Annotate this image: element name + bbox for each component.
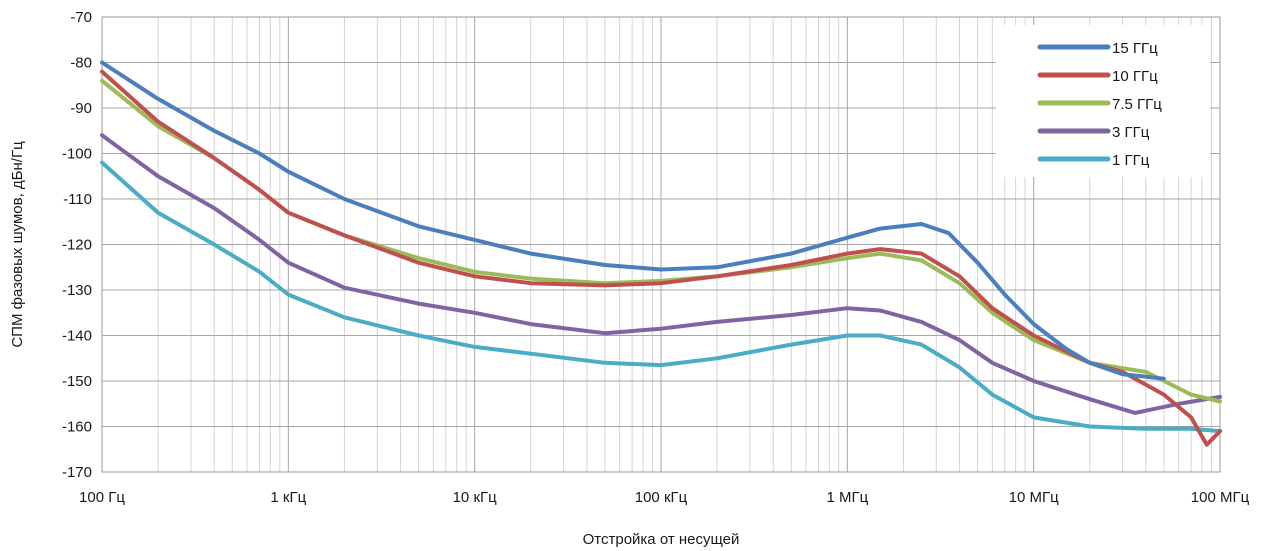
legend-label: 7.5 ГГц	[1112, 96, 1162, 113]
y-tick-label: -130	[62, 282, 92, 299]
x-tick-label: 10 кГц	[453, 489, 498, 506]
x-tick-label: 1 кГц	[270, 489, 306, 506]
x-tick-label: 100 МГц	[1191, 489, 1250, 506]
series-line	[100, 69, 1222, 447]
plot-frame	[101, 16, 1221, 473]
y-tick-label: -100	[62, 146, 92, 163]
x-tick-label: 100 Гц	[79, 489, 125, 506]
y-tick-label: -80	[70, 55, 92, 72]
x-tick-label: 10 МГц	[1009, 489, 1059, 506]
legend-label: 1 ГГц	[1112, 152, 1150, 169]
x-tick-label: 100 кГц	[635, 489, 688, 506]
x-axis-label: Отстройка от несущей	[583, 531, 740, 548]
y-tick-label: -150	[62, 373, 92, 390]
legend-label: 10 ГГц	[1112, 68, 1158, 85]
series-line	[100, 60, 1166, 381]
series-line	[100, 133, 1222, 415]
y-tick-label: -120	[62, 237, 92, 254]
legend-label: 15 ГГц	[1112, 40, 1158, 57]
y-tick-label: -140	[62, 328, 92, 345]
legend-label: 3 ГГц	[1112, 124, 1150, 141]
y-tick-label: -110	[63, 191, 92, 208]
major-gridlines	[101, 16, 1221, 473]
series-line	[100, 160, 1222, 434]
x-tick-label: 1 МГц	[826, 489, 868, 506]
x-tick-labels: 100 Гц 1 кГц 10 кГц 100 кГц 1 МГц 10 МГц 100 М…	[79, 489, 1250, 506]
y-axis-label: СПМ фазовых шумов, дБн/Гц	[9, 141, 26, 348]
y-tick-label: -170	[62, 464, 92, 481]
y-tick-labels: -70 -80 -90 -100 -110 -120 -130 -140 -150 -160 -17…	[62, 9, 92, 481]
series-layer	[100, 60, 1222, 447]
y-tick-label: -70	[70, 9, 92, 26]
y-tick-label: -160	[62, 419, 92, 436]
legend: 15 ГГц 10 ГГц 7.5 ГГц 3 ГГц 1 ГГц	[996, 25, 1210, 177]
y-tick-label: -90	[70, 100, 92, 117]
